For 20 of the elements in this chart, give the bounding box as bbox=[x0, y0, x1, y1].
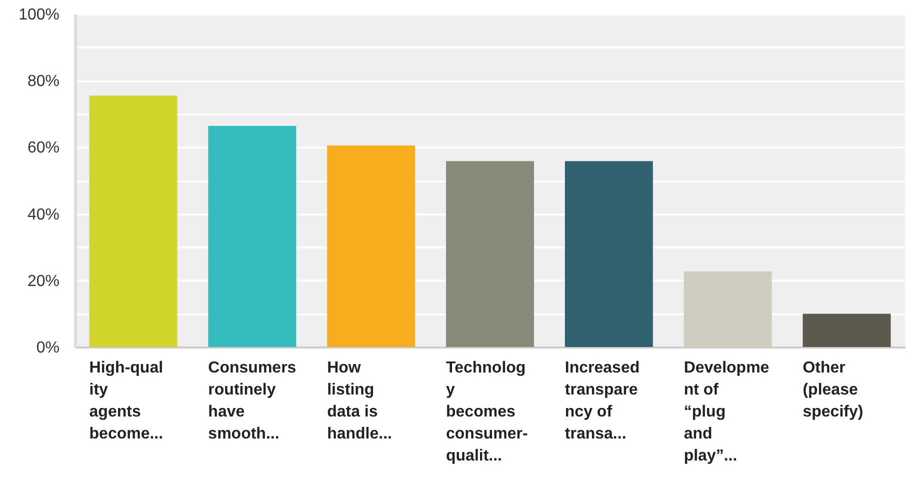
x-tick-label: How listing data is handle... bbox=[327, 360, 392, 442]
y-tick-label: 20% bbox=[27, 272, 60, 290]
x-tick-label: Technolog y becomes consumer- qualit... bbox=[446, 360, 528, 464]
bar bbox=[684, 271, 772, 347]
x-tick-label: High-qual ity agents become... bbox=[89, 360, 164, 442]
bar bbox=[802, 314, 891, 347]
x-tick-label: Developme nt of “plug and play”... bbox=[684, 360, 770, 464]
y-tick-label: 80% bbox=[27, 73, 60, 90]
y-tick-label: 0% bbox=[36, 340, 60, 356]
bar bbox=[327, 146, 416, 347]
bar bbox=[446, 161, 534, 347]
y-tick-label: 60% bbox=[27, 140, 60, 157]
bar bbox=[208, 126, 296, 347]
x-tick-label: Consumers routinely have smooth... bbox=[208, 360, 296, 442]
bar bbox=[89, 96, 178, 347]
x-tick-label: Increased transpare ncy of transa... bbox=[564, 360, 640, 442]
y-tick-label: 100% bbox=[18, 6, 60, 24]
bar bbox=[564, 161, 653, 347]
x-tick-label: Other (please specify) bbox=[802, 360, 864, 420]
y-tick-label: 40% bbox=[27, 206, 60, 224]
